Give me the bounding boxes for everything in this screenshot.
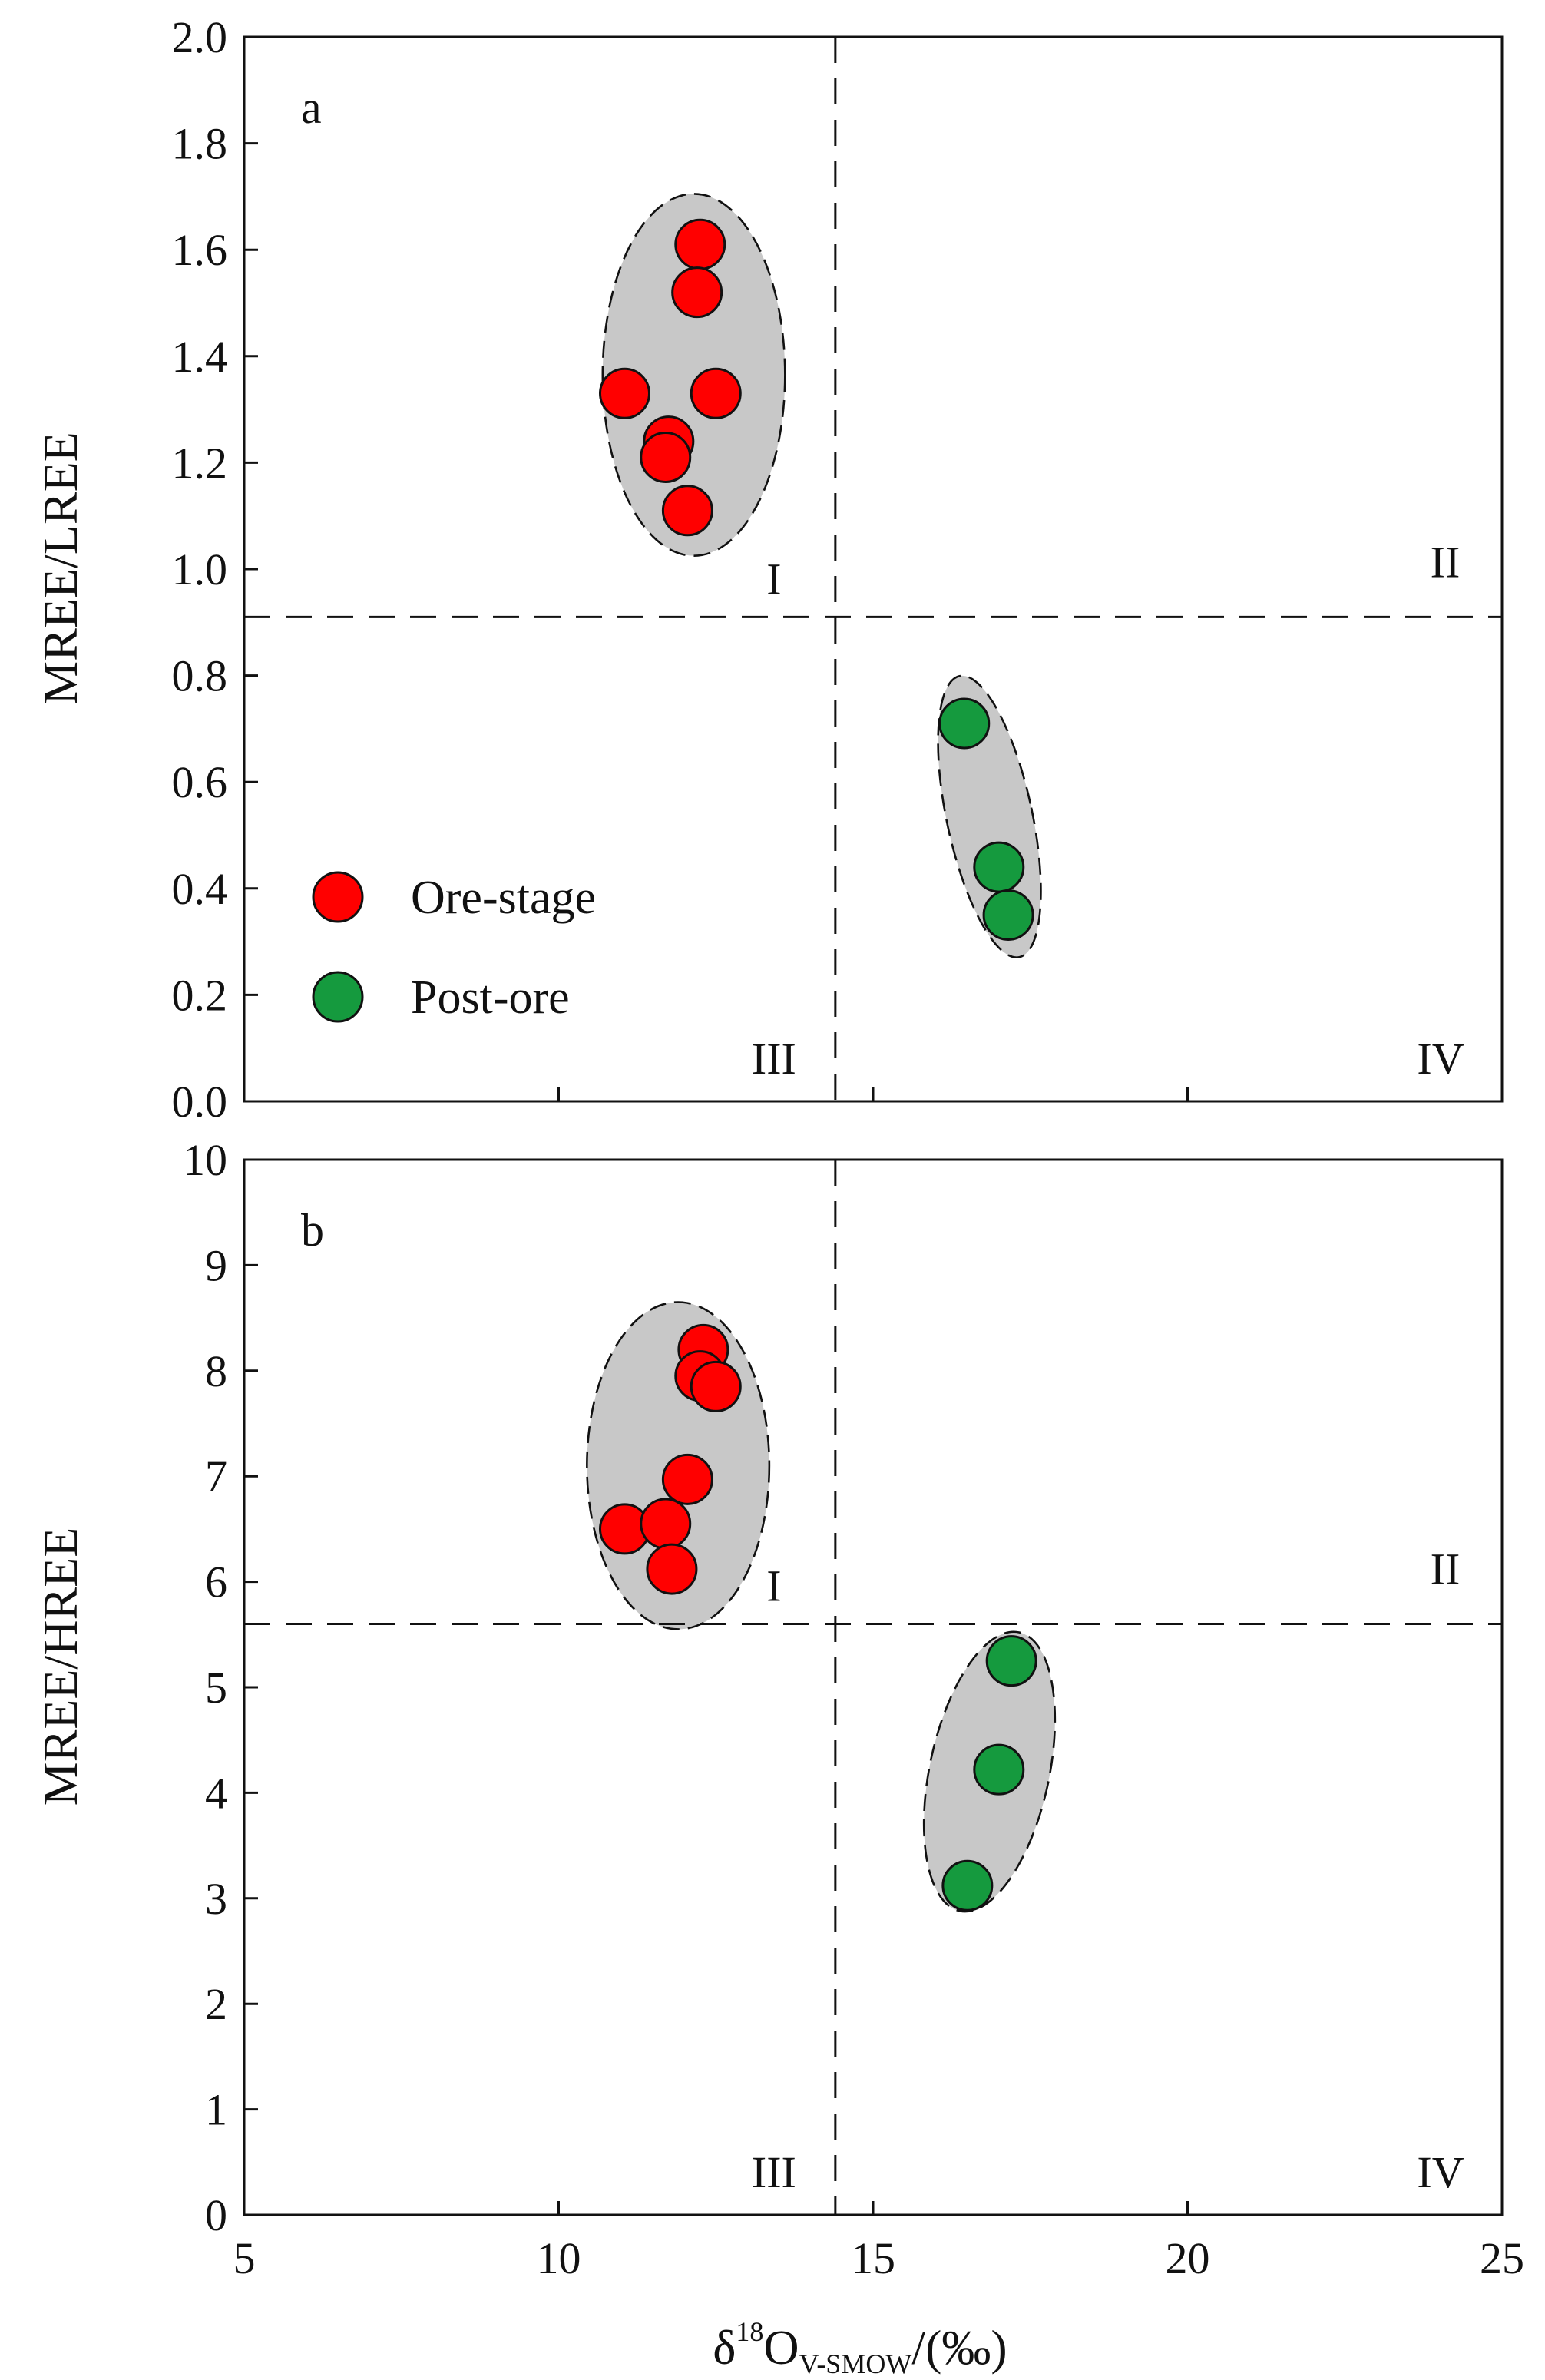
y-tick-label: 1.0 bbox=[172, 545, 228, 594]
data-point-ore-stage bbox=[674, 218, 726, 270]
y-tick-label: 6 bbox=[205, 1557, 227, 1607]
y-axis-title: MREE/HREE bbox=[33, 1528, 88, 1806]
y-tick-label: 0.0 bbox=[172, 1077, 228, 1127]
x-title-unit: /(‰) bbox=[911, 2320, 1007, 2375]
legend-label-ore-stage: Ore-stage bbox=[411, 872, 596, 924]
panel-letter: b bbox=[301, 1205, 324, 1256]
y-tick-label: 5 bbox=[205, 1663, 227, 1713]
data-point-ore-stage bbox=[646, 1543, 698, 1595]
legend: Ore-stage Post-ore bbox=[312, 871, 596, 1024]
data-point-ore-stage bbox=[640, 431, 692, 483]
y-tick-label: 3 bbox=[205, 1874, 227, 1924]
y-tick-label: 1.2 bbox=[172, 438, 228, 488]
y-tick-label: 1.4 bbox=[172, 332, 228, 382]
panel-a: 0.0 0.2 0.4 0.6 0.8 1.0 1.2 1.4 1.6 1.8 2.0 MREE/LR… bbox=[33, 12, 1504, 1127]
plot-frame bbox=[243, 35, 1504, 1103]
data-point-post-ore bbox=[982, 889, 1034, 941]
quadrant-label-i: I bbox=[766, 1561, 781, 1611]
data-point-ore-stage bbox=[690, 367, 742, 419]
quadrant-label-iii: III bbox=[752, 1034, 796, 1084]
quadrant-label-iv: IV bbox=[1417, 2147, 1464, 2197]
data-point-ore-stage bbox=[661, 485, 713, 537]
panel-letter: a bbox=[301, 82, 322, 133]
quadrant-label-iv: IV bbox=[1417, 1034, 1464, 1084]
x-title-sub: V-SMOW bbox=[799, 2349, 912, 2379]
y-tick-label: 1 bbox=[205, 2085, 227, 2135]
data-point-ore-stage bbox=[598, 367, 650, 419]
y-tick-label: 0.4 bbox=[172, 864, 228, 914]
y-tick-label: 0.6 bbox=[172, 757, 228, 807]
x-tick-labels: 5 10 15 20 25 bbox=[233, 2233, 1525, 2283]
y-tick-label: 1.8 bbox=[172, 119, 228, 169]
y-tick-label: 2 bbox=[205, 1979, 227, 2029]
data-point-post-ore bbox=[985, 1635, 1037, 1687]
data-point-post-ore bbox=[941, 1859, 994, 1912]
y-tick-label: 4 bbox=[205, 1768, 227, 1818]
data-point-post-ore bbox=[973, 1743, 1025, 1796]
x-title-sup: 18 bbox=[736, 2316, 763, 2347]
y-tick-label: 10 bbox=[183, 1135, 227, 1185]
x-title-o: O bbox=[763, 2320, 799, 2375]
data-point-ore-stage bbox=[640, 1498, 692, 1550]
y-tick-label: 1.6 bbox=[172, 225, 228, 275]
legend-marker-post-ore bbox=[312, 971, 364, 1023]
x-tick-label: 10 bbox=[537, 2233, 581, 2283]
data-point-ore-stage bbox=[661, 1453, 713, 1505]
legend-label-post-ore: Post-ore bbox=[411, 972, 570, 1024]
data-point-ore-stage bbox=[671, 266, 723, 319]
y-tick-label: 0.2 bbox=[172, 970, 228, 1020]
x-axis-title: δ18OV-SMOW/(‰) bbox=[713, 2316, 1007, 2379]
y-tick-label: 0 bbox=[205, 2190, 227, 2240]
quadrant-label-i: I bbox=[766, 554, 781, 604]
y-tick-label: 7 bbox=[205, 1452, 227, 1501]
data-point-ore-stage bbox=[690, 1360, 742, 1412]
legend-marker-ore-stage bbox=[312, 871, 364, 923]
quadrant-label-iii: III bbox=[752, 2147, 796, 2197]
x-tick-label: 25 bbox=[1480, 2233, 1524, 2283]
quadrant-label-ii: II bbox=[1431, 1544, 1461, 1594]
x-tick-label: 5 bbox=[233, 2233, 256, 2283]
y-tick-label: 8 bbox=[205, 1346, 227, 1396]
x-title-delta: δ bbox=[713, 2320, 736, 2375]
y-tick-label: 2.0 bbox=[172, 12, 228, 62]
data-point-post-ore bbox=[938, 697, 991, 750]
plot-frame bbox=[243, 1158, 1504, 2216]
y-tick-label: 9 bbox=[205, 1240, 227, 1290]
y-axis-title: MREE/LREE bbox=[33, 432, 88, 705]
x-tick-label: 15 bbox=[851, 2233, 895, 2283]
quadrant-label-ii: II bbox=[1431, 537, 1461, 587]
x-tick-label: 20 bbox=[1166, 2233, 1210, 2283]
data-point-post-ore bbox=[973, 841, 1025, 893]
y-tick-label: 0.8 bbox=[172, 651, 228, 701]
